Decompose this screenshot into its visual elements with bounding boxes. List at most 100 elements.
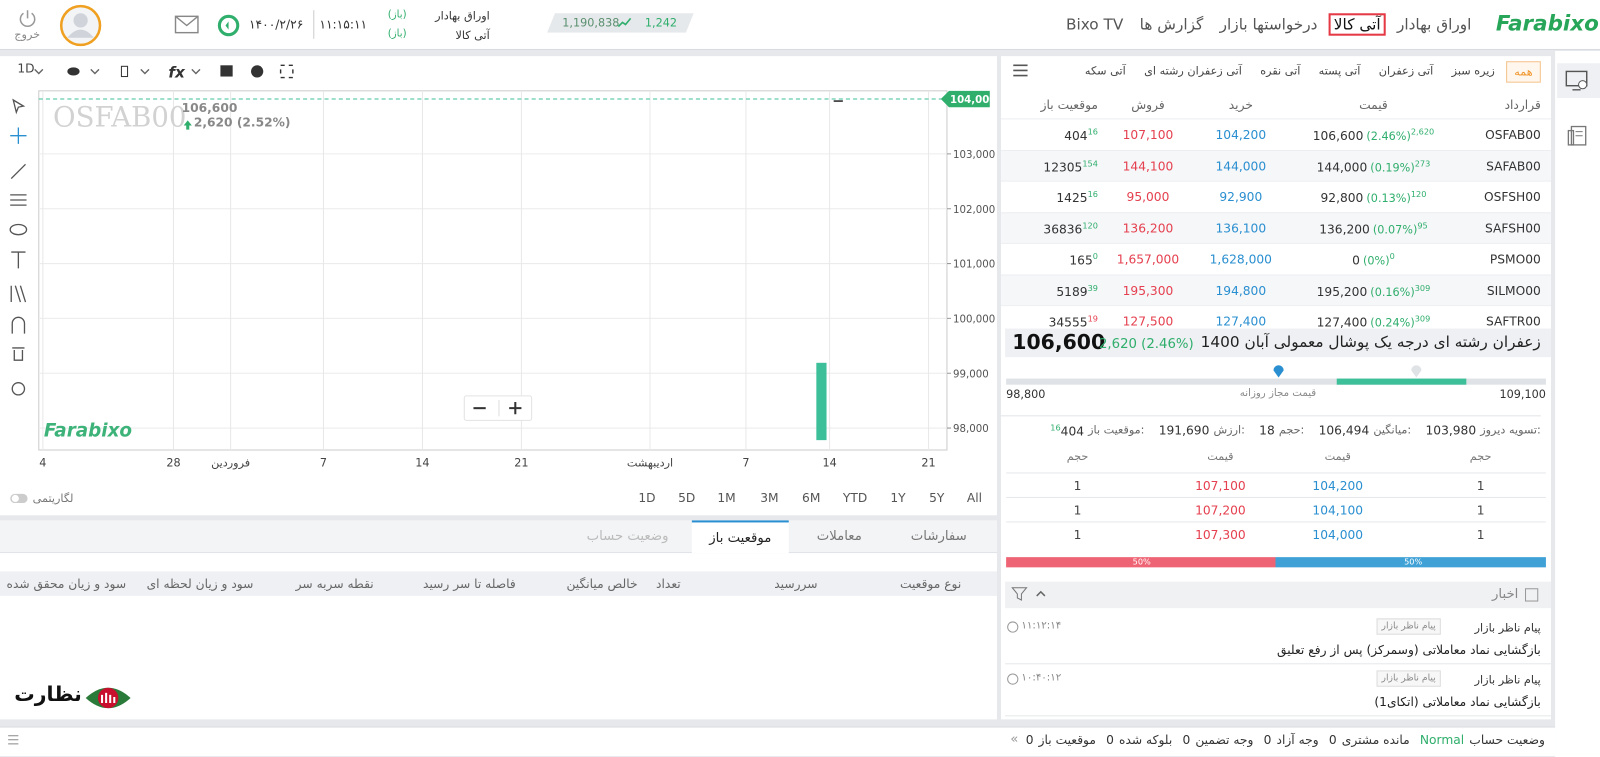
watchlist-tab[interactable]: زیره سبز xyxy=(1451,64,1495,78)
zoom-in[interactable] xyxy=(509,402,522,415)
watchlist-row[interactable]: PSMO00 0 (0%)0 1,628,000 1,657,000 1650 xyxy=(1001,242,1552,274)
watchlist-row[interactable]: SILMO00 195,200 (0.16%)309 194,800 195,300 51… xyxy=(1001,273,1552,306)
cursor-tool[interactable] xyxy=(12,98,26,115)
period-button[interactable]: 6M xyxy=(802,491,820,505)
change: 309 xyxy=(1414,314,1431,324)
period-button[interactable]: All xyxy=(967,491,982,505)
range-high: 109,100 xyxy=(1499,387,1546,402)
positions-column: سررسید xyxy=(774,576,818,591)
alert-icon[interactable] xyxy=(220,65,233,77)
positions-tab[interactable]: معاملات xyxy=(816,528,862,544)
stat-value: 18 xyxy=(1259,423,1275,438)
watchlist-row[interactable]: OSFSH00 92,800 (0.13%)120 92,900 95,000 14251… xyxy=(1001,180,1552,212)
dropdown[interactable] xyxy=(90,68,100,75)
watchlist-row[interactable]: SAFSH00 136,200 (0.07%)95 136,100 136,200 368… xyxy=(1001,211,1552,243)
eye-icon[interactable] xyxy=(67,67,80,76)
nav-item[interactable]: آتی کالا xyxy=(1328,13,1386,36)
watchlist-tab[interactable]: آتی سکه xyxy=(1084,64,1126,78)
report-icon[interactable] xyxy=(1567,124,1587,146)
logo[interactable]: Farabixo xyxy=(1495,11,1599,36)
settings-icon[interactable] xyxy=(251,65,264,78)
period-button[interactable]: 1D xyxy=(638,491,655,505)
filter-icon[interactable] xyxy=(1011,587,1028,601)
logout-icon[interactable] xyxy=(18,9,36,27)
dropdown[interactable] xyxy=(191,68,201,75)
monitor-icon[interactable] xyxy=(1564,69,1591,91)
sell: 95,000 xyxy=(1126,189,1170,205)
logout-label[interactable]: خروج xyxy=(14,27,41,41)
orderbook-cell: 107,100 xyxy=(1195,478,1246,493)
watchlist-tab[interactable]: آتی زعفران xyxy=(1378,64,1434,78)
period-button[interactable]: 3M xyxy=(760,491,778,505)
interval[interactable]: 1D xyxy=(17,61,34,75)
sell: 127,500 xyxy=(1122,314,1174,329)
nav-item[interactable]: درخواستها بازار xyxy=(1219,15,1318,34)
buy: 144,000 xyxy=(1215,158,1267,173)
last-price-label: 104,000 xyxy=(950,95,996,106)
crosshair-tool[interactable] xyxy=(10,127,27,144)
dropdown[interactable] xyxy=(140,68,150,75)
x-tick-label: 7 xyxy=(742,456,749,469)
nav-item[interactable]: اوراق بهادار xyxy=(1396,15,1472,34)
period-button[interactable]: 5D xyxy=(678,491,695,505)
news-text: بازگشایی نماد معاملاتی (اتکای1) xyxy=(1374,694,1541,710)
collapse-icon[interactable] xyxy=(1035,589,1047,599)
oi-change: 154 xyxy=(1082,158,1098,168)
x-tick-label: 14 xyxy=(415,456,429,469)
fx-icon[interactable]: fx xyxy=(168,64,186,82)
settings-tool[interactable] xyxy=(11,381,26,396)
share-label: 50% xyxy=(1404,557,1423,567)
magnet-tool[interactable] xyxy=(11,316,26,334)
menu-icon[interactable] xyxy=(1012,63,1028,77)
watchlist-row[interactable]: SAFTR00 127,400 (0.24%)309 127,400 127,500 34… xyxy=(1001,305,1552,336)
mail-icon[interactable] xyxy=(174,15,199,34)
orderbook-cell: 1 xyxy=(1476,478,1485,493)
avatar[interactable] xyxy=(59,4,102,47)
fib-tool[interactable] xyxy=(10,194,27,206)
positions-tab[interactable]: موقعیت باز xyxy=(691,520,789,554)
period-button[interactable]: 1Y xyxy=(890,491,906,505)
text-tool[interactable] xyxy=(11,251,26,269)
period-button[interactable]: 5Y xyxy=(929,491,945,505)
nav-item[interactable]: گزارش ها xyxy=(1139,15,1204,34)
watchlist-tab[interactable]: آتی پسته xyxy=(1318,64,1361,78)
log-toggle-knob[interactable] xyxy=(11,494,19,503)
period-button[interactable]: 1M xyxy=(717,491,735,505)
positions-tab[interactable]: سفارشات xyxy=(910,528,967,544)
dropdown[interactable] xyxy=(34,68,44,75)
watchlist-tab[interactable]: آتی زعفران رشته ای xyxy=(1144,64,1242,78)
stat-number: 191,690 xyxy=(1158,423,1210,438)
watchlist-tab[interactable]: همه xyxy=(1506,61,1541,83)
x-tick-label: فروردین xyxy=(211,456,250,470)
watchlist-rows: OSFAB00 106,600 (2.46%)2,620 104,200 107,100… xyxy=(1001,118,1552,336)
range-marker xyxy=(1411,365,1422,378)
price: 0 xyxy=(1352,253,1360,268)
news-item[interactable]: پیام ناظر بازار پیام ناظر بازار ۱۰:۴۰:۱۲ با… xyxy=(1005,664,1552,717)
measure-tool[interactable] xyxy=(10,285,27,303)
stat-value: 16404 xyxy=(1050,423,1084,438)
status-menu[interactable] xyxy=(7,735,19,745)
line-tool[interactable] xyxy=(10,163,26,180)
legend-change: 2,620 (2.52%) xyxy=(194,116,291,130)
watchlist-row[interactable]: SAFAB00 144,000 (0.19%)273 144,000 144,100 12… xyxy=(1001,149,1552,181)
watchlist-row[interactable]: OSFAB00 106,600 (2.46%)2,620 104,200 107,100… xyxy=(1001,118,1552,149)
shape-tool[interactable] xyxy=(9,223,28,236)
sell: 136,200 xyxy=(1122,220,1174,236)
news-item[interactable]: پیام ناظر بازار پیام ناظر بازار ۱۱:۱۲:۱۴ با… xyxy=(1005,612,1552,665)
side-active[interactable] xyxy=(1557,63,1600,98)
watchlist-tab[interactable]: آتی نقره xyxy=(1260,64,1301,78)
fullscreen-icon[interactable] xyxy=(279,64,294,79)
candle-icon[interactable] xyxy=(120,65,129,78)
oi-change: 19 xyxy=(1087,314,1098,324)
price: 136,200 xyxy=(1319,221,1370,237)
status-collapse[interactable]: « xyxy=(1010,731,1019,747)
delete-tool[interactable] xyxy=(12,347,25,361)
price-cell: 136,200 (0.07%)95 xyxy=(1307,221,1440,236)
detail-bar xyxy=(1005,328,1552,358)
positions-tab[interactable]: وضعیت حساب xyxy=(586,528,669,544)
nav-item[interactable]: Bixo TV xyxy=(1065,15,1124,34)
log-label: لگاریتمی xyxy=(33,491,74,505)
calendar-icon[interactable] xyxy=(217,14,240,37)
period-button[interactable]: YTD xyxy=(842,491,867,505)
